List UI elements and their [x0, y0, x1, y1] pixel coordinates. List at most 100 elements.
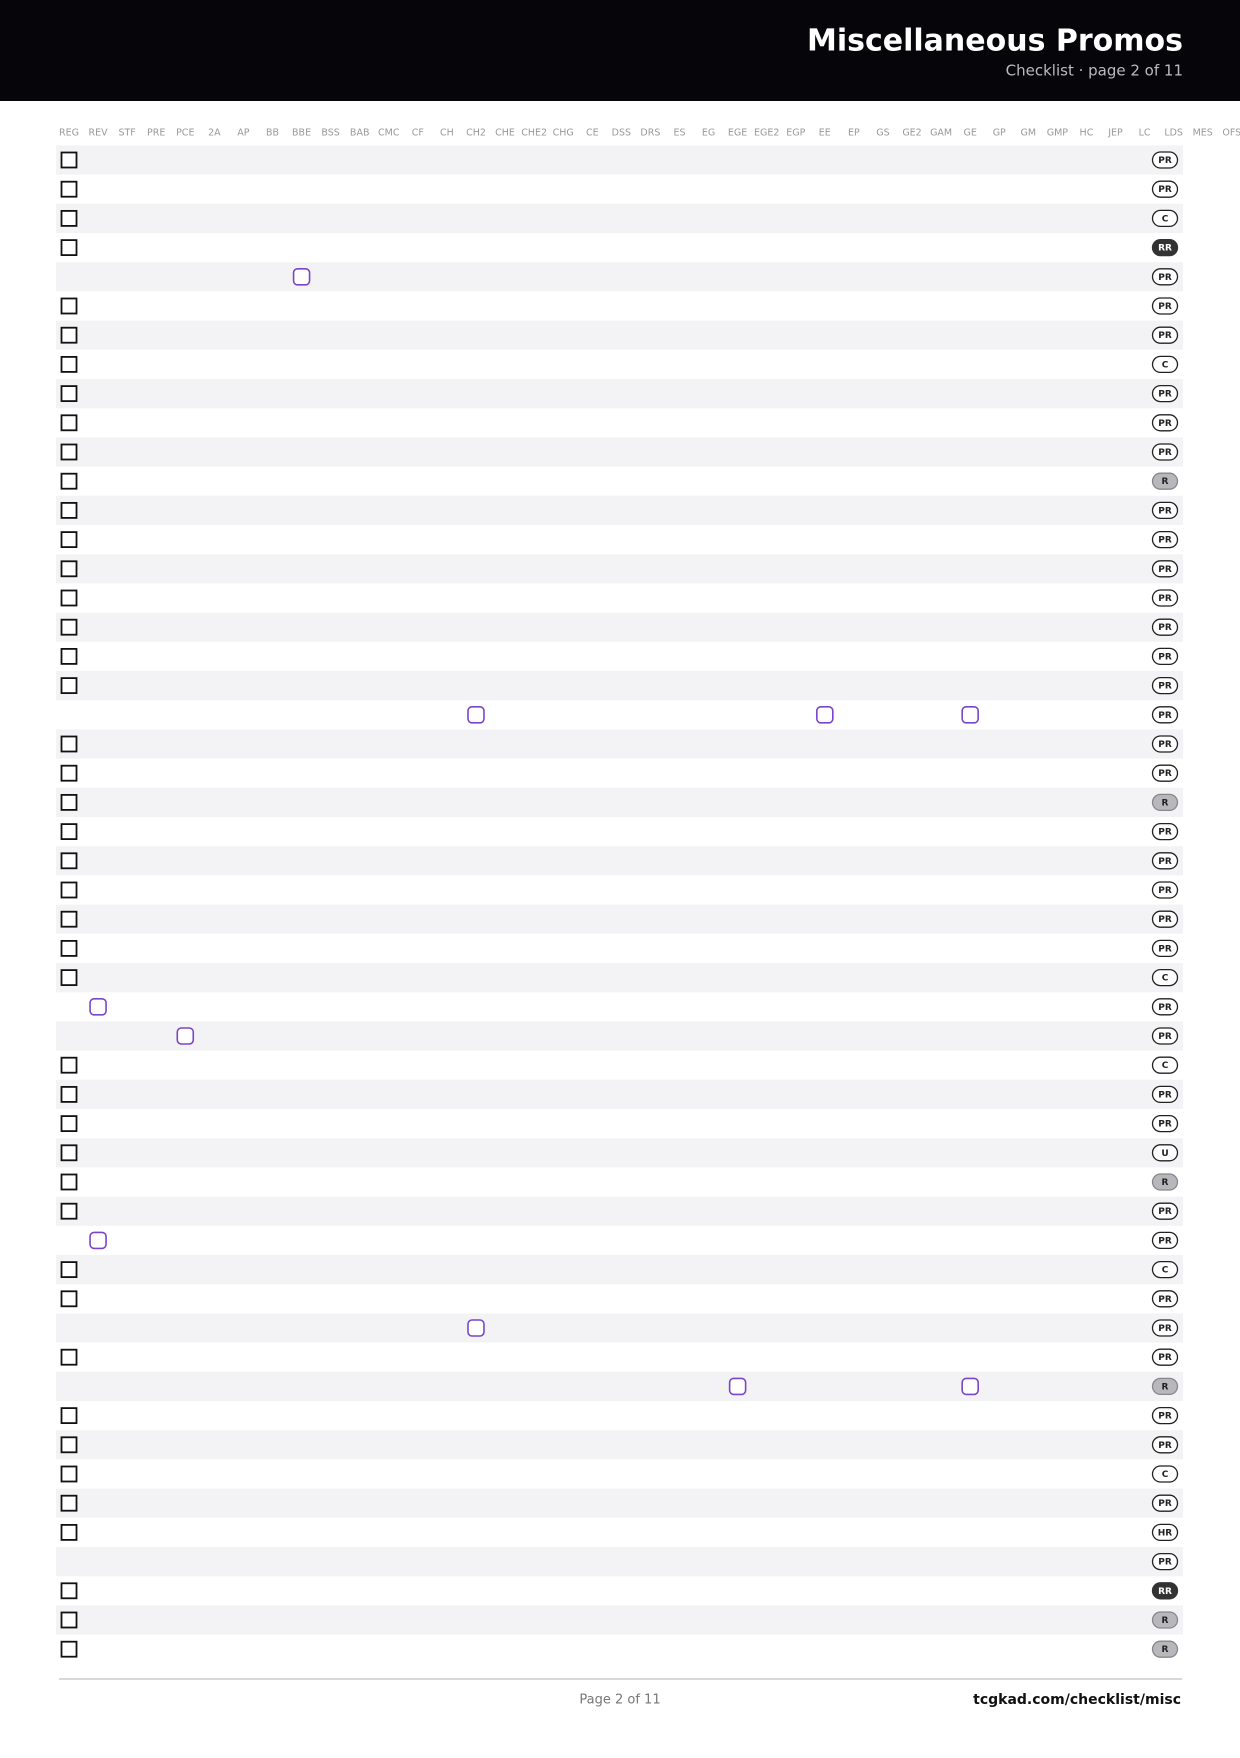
checkbox[interactable]: [60, 151, 78, 169]
rarity-badge: [1151, 1465, 1179, 1483]
rarity-label: PR: [1158, 828, 1172, 838]
checkbox[interactable]: [60, 1494, 78, 1512]
rarity-badge: [1151, 560, 1179, 578]
checkbox[interactable]: [60, 385, 78, 403]
column-header: PRE: [147, 128, 165, 139]
row-band: [56, 554, 1183, 584]
variant-checkbox[interactable]: [467, 705, 485, 724]
rarity-label: PR: [1158, 1032, 1172, 1042]
checkbox[interactable]: [60, 1465, 78, 1483]
rarity-label: PR: [1158, 1499, 1172, 1509]
rarity-badge: [1151, 1494, 1179, 1512]
rarity-label: PR: [1158, 390, 1172, 400]
rarity-label: PR: [1158, 156, 1172, 166]
rarity-badge: [1151, 998, 1179, 1016]
checkbox[interactable]: [60, 531, 78, 548]
variant-checkbox[interactable]: [89, 1231, 107, 1250]
column-header: CE: [586, 128, 599, 139]
checkbox[interactable]: [60, 852, 78, 870]
checkbox[interactable]: [60, 1115, 78, 1132]
rarity-label: PR: [1158, 623, 1172, 633]
rarity-badge: [1151, 268, 1179, 286]
checkbox[interactable]: [60, 618, 78, 636]
checkbox[interactable]: [60, 326, 78, 344]
variant-checkbox[interactable]: [728, 1377, 747, 1396]
checkbox[interactable]: [60, 1086, 78, 1103]
checkbox[interactable]: [60, 1261, 78, 1278]
checkbox[interactable]: [60, 1611, 78, 1629]
rarity-label: PR: [1158, 652, 1172, 662]
rarity-badge: [1151, 1290, 1179, 1308]
checkbox[interactable]: [60, 940, 78, 957]
column-header: CHG: [553, 128, 574, 139]
rarity-badge: [1151, 297, 1179, 315]
checkbox[interactable]: [60, 910, 78, 928]
checkbox[interactable]: [60, 414, 78, 432]
checkbox[interactable]: [60, 209, 78, 227]
checkbox[interactable]: [60, 764, 78, 782]
variant-checkbox[interactable]: [292, 267, 311, 286]
rarity-badge: [1151, 1085, 1179, 1104]
row-band: [56, 787, 1183, 817]
column-header: CHE2: [521, 128, 547, 139]
row-band: [56, 1196, 1183, 1226]
checkbox[interactable]: [60, 1056, 78, 1074]
checkbox[interactable]: [60, 794, 78, 811]
rarity-label: R: [1162, 1382, 1169, 1392]
rarity-label: PR: [1158, 536, 1172, 546]
checkbox[interactable]: [60, 589, 78, 607]
checkbox[interactable]: [60, 560, 78, 578]
checkbox[interactable]: [60, 1173, 78, 1191]
checkbox[interactable]: [60, 1144, 78, 1162]
variant-checkbox[interactable]: [816, 705, 834, 724]
checkbox[interactable]: [60, 969, 78, 986]
checkbox[interactable]: [60, 1290, 78, 1308]
checkbox[interactable]: [60, 472, 78, 490]
checkbox[interactable]: [60, 239, 78, 257]
column-header: REG: [59, 128, 79, 139]
checkbox[interactable]: [60, 881, 78, 899]
rarity-badge: [1151, 706, 1179, 724]
checkbox[interactable]: [60, 735, 78, 753]
variant-checkbox[interactable]: [467, 1319, 485, 1337]
rarity-label: R: [1162, 1645, 1169, 1655]
rarity-badge: [1151, 618, 1179, 636]
rarity-badge: [1151, 910, 1179, 928]
row-band: [56, 262, 1183, 292]
checkbox[interactable]: [60, 1582, 78, 1600]
footer-page: Page 2 of 11: [579, 1693, 660, 1708]
variant-checkbox[interactable]: [176, 1027, 195, 1045]
rarity-label: C: [1162, 360, 1169, 370]
checkbox[interactable]: [60, 1202, 78, 1220]
checkbox[interactable]: [60, 297, 78, 315]
header-bar: [0, 0, 1240, 101]
rarity-label: R: [1162, 798, 1169, 808]
checkbox[interactable]: [60, 1524, 78, 1541]
checkbox[interactable]: [60, 1348, 78, 1366]
rarity-label: C: [1162, 1470, 1169, 1480]
checkbox[interactable]: [60, 443, 78, 461]
checkbox[interactable]: [60, 1640, 78, 1658]
checkbox[interactable]: [60, 180, 78, 198]
column-header: EP: [848, 128, 860, 139]
column-header: 2A: [208, 128, 221, 139]
row-band: [56, 379, 1183, 409]
checkbox[interactable]: [60, 823, 78, 840]
column-header: BSS: [321, 128, 339, 139]
column-header: CF: [412, 128, 424, 139]
checkbox[interactable]: [60, 1407, 78, 1424]
checkbox[interactable]: [60, 355, 78, 373]
subtitle: Checklist · page 2 of 11: [1006, 62, 1183, 80]
checkbox[interactable]: [60, 501, 78, 519]
checkbox[interactable]: [60, 648, 78, 665]
checkbox[interactable]: [60, 677, 78, 694]
rarity-label: PR: [1158, 594, 1172, 604]
rarity-label: PR: [1158, 1441, 1172, 1451]
variant-checkbox[interactable]: [89, 997, 107, 1016]
checkbox[interactable]: [60, 1436, 78, 1454]
variant-checkbox[interactable]: [961, 705, 979, 724]
variant-checkbox[interactable]: [961, 1377, 979, 1396]
rarity-label: PR: [1158, 506, 1172, 516]
rarity-badge: [1151, 1523, 1179, 1542]
rarity-label: PR: [1158, 448, 1172, 458]
